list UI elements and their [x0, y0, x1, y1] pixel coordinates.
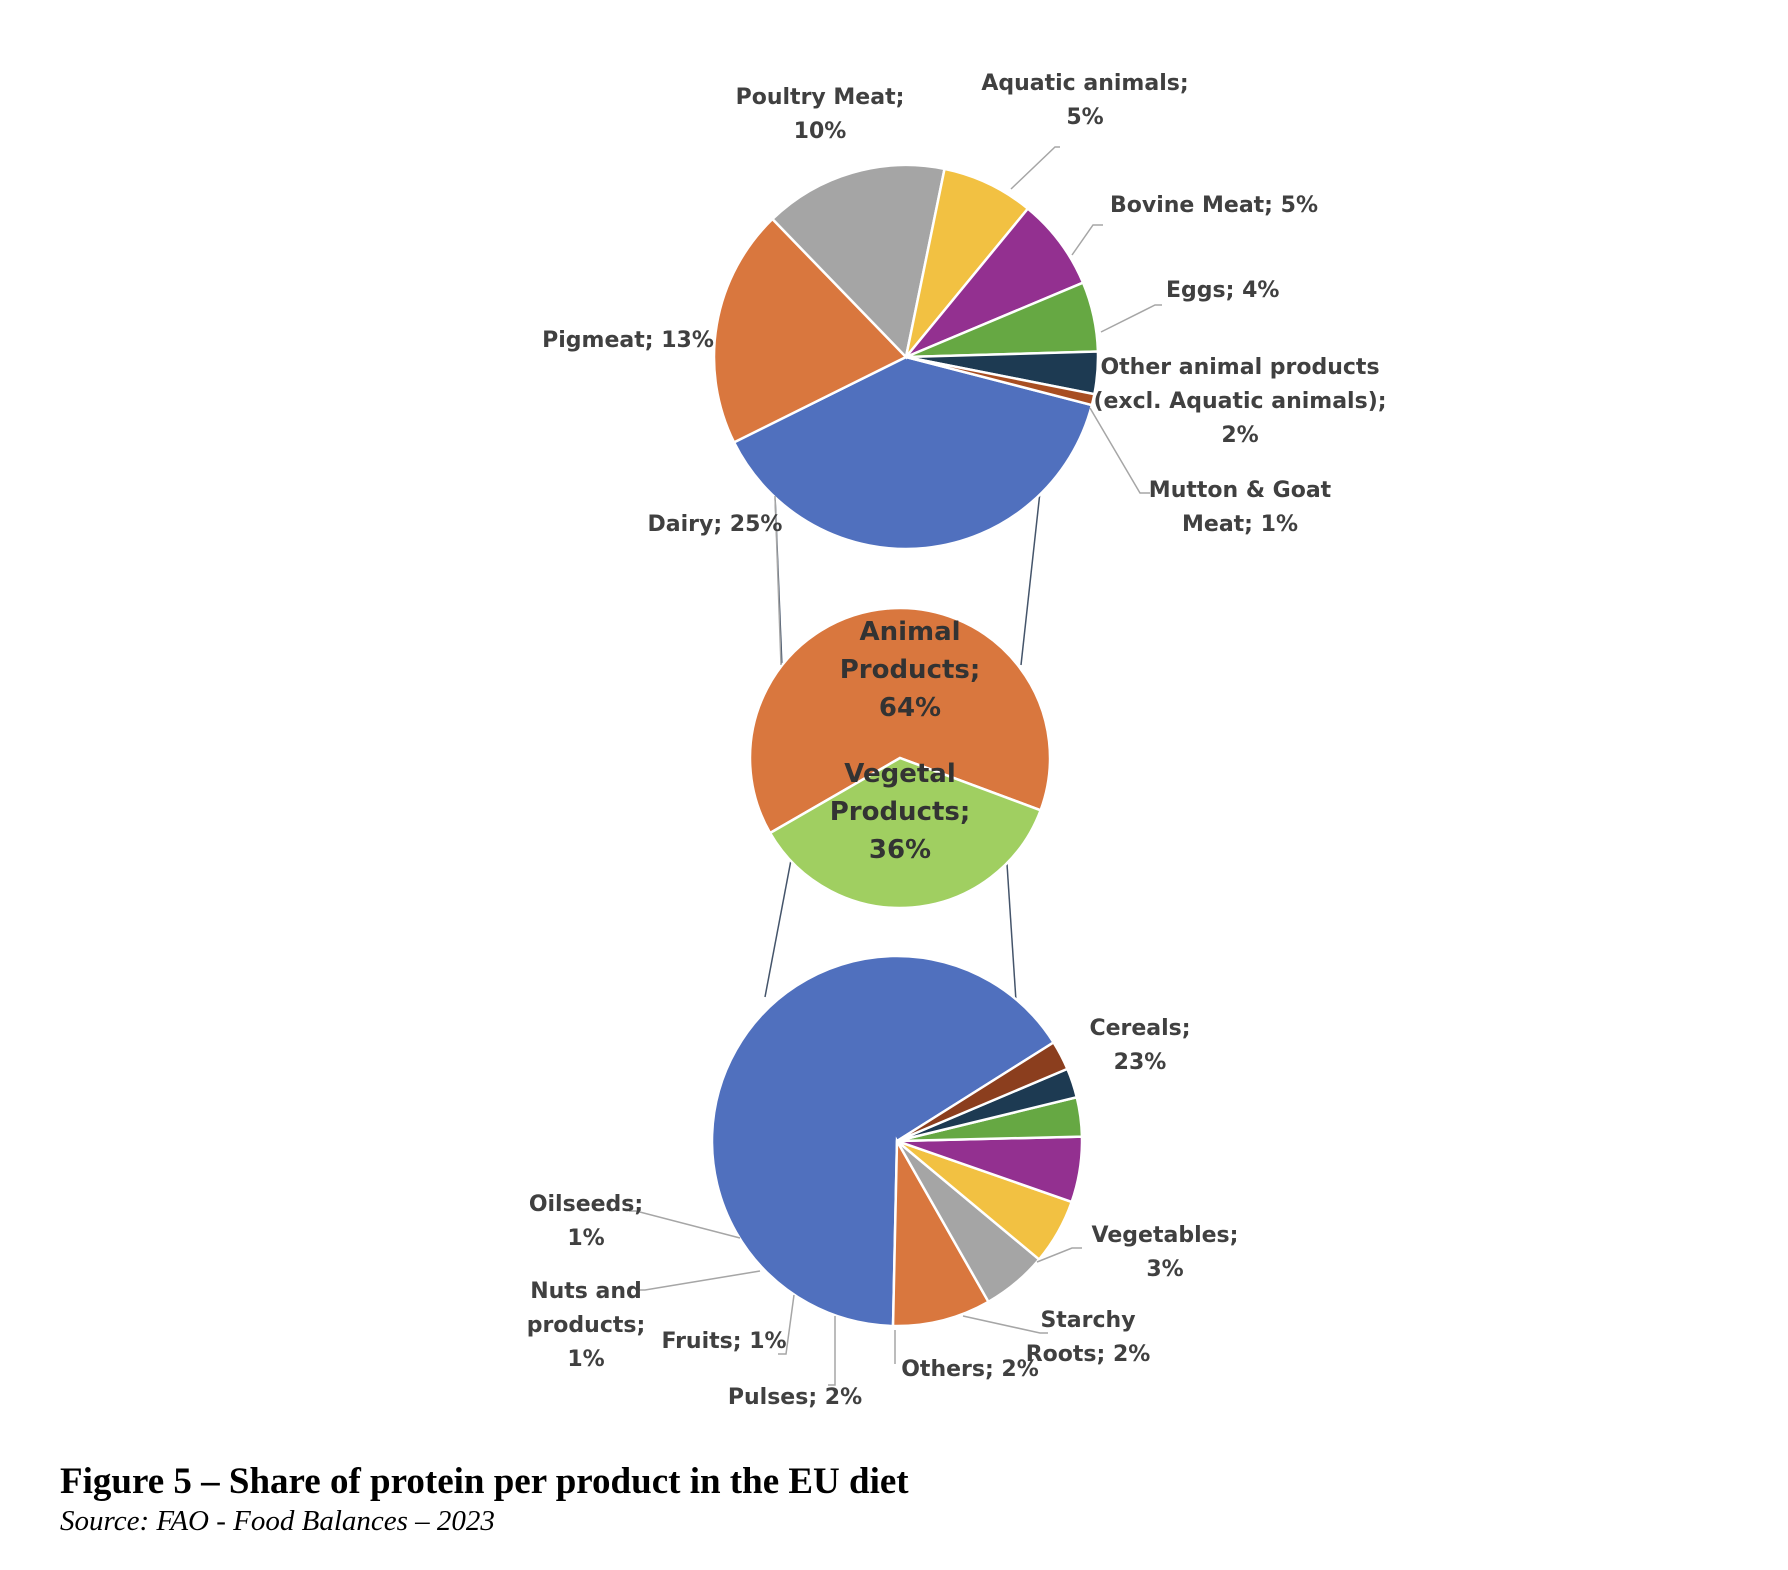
- label-fruits: Fruits; 1%: [661, 1329, 786, 1354]
- slice-vegetables: [891, 1136, 991, 1328]
- slice-pigmeat: [712, 217, 909, 445]
- slice-cereals: [710, 954, 1056, 1328]
- label-cereals: Cereals; 23%: [1089, 1016, 1190, 1075]
- slice-mutton-and-goat-meat: [905, 355, 1096, 407]
- label-mutton-and-goat-meat: Mutton & Goat Meat; 1%: [1149, 478, 1332, 537]
- leader-vegetables: [1036, 1247, 1082, 1263]
- slice-dairy: [732, 355, 1094, 551]
- leader-fruits: [778, 1294, 795, 1355]
- label-pigmeat: Pigmeat; 13%: [542, 328, 714, 353]
- slice-poultry-meat: [770, 163, 947, 360]
- label-oilseeds: Oilseeds; 1%: [529, 1192, 643, 1251]
- label-aquatic-animals: Aquatic animals; 5%: [981, 71, 1188, 130]
- label-eggs: Eggs; 4%: [1166, 278, 1279, 303]
- figure-source: Source: FAO - Food Balances – 2023: [60, 1505, 495, 1537]
- leader-dairy: [774, 495, 782, 666]
- leader-eggs: [1100, 304, 1162, 333]
- animal-breakdown-pie: [712, 163, 1100, 551]
- connector-line-2: [1020, 491, 1041, 666]
- label-animal-products: Animal Products; 64%: [840, 617, 981, 723]
- slice-vegetal-products: [768, 756, 1043, 910]
- leader-oilseeds: [629, 1210, 741, 1239]
- label-nuts-and-products: Nuts and products; 1%: [527, 1279, 646, 1372]
- label-poultry-meat: Poultry Meat; 10%: [736, 85, 905, 144]
- figure-caption: Figure 5 – Share of protein per product …: [60, 1460, 1760, 1538]
- label-other-animal-products-excl-aquatic-animals: Other animal products (excl. Aquatic anim…: [1093, 355, 1386, 448]
- vegetal-breakdown-pie: [710, 954, 1084, 1328]
- label-pulses: Pulses; 2%: [728, 1385, 862, 1410]
- leader-bovine-meat: [1071, 224, 1103, 256]
- slice-labels: Animal Products; 64% Vegetal Products; 36% Dai…: [527, 71, 1387, 1410]
- label-vegetables: Vegetables; 3%: [1092, 1223, 1239, 1282]
- connector-line-4: [1006, 863, 1017, 1002]
- slice-aquatic-animals: [904, 167, 1030, 358]
- label-dairy: Dairy; 25%: [648, 512, 783, 537]
- leader-aquatic-animals: [1010, 146, 1060, 190]
- leader-pulses: [828, 1316, 836, 1386]
- figure-title: Figure 5 – Share of protein per product …: [60, 1461, 909, 1502]
- slice-animal-products: [748, 606, 1052, 835]
- label-bovine-meat: Bovine Meat; 5%: [1110, 193, 1318, 218]
- label-vegetal-products: Vegetal Products; 36%: [830, 759, 971, 865]
- connector-line-3: [764, 859, 792, 998]
- slice-oilseeds: [896, 1040, 1070, 1143]
- label-leader-lines: [629, 146, 1162, 1386]
- slice-bovine-meat: [905, 206, 1085, 359]
- label-others: Others; 2%: [901, 1357, 1039, 1382]
- leader-mutton-and-goat-meat: [1089, 407, 1150, 494]
- center-pie: [748, 606, 1052, 910]
- leader-starchy-roots: [962, 1315, 1048, 1334]
- leader-nuts-and-products: [638, 1270, 761, 1291]
- label-starchy-roots: Starchy Roots; 2%: [1026, 1308, 1151, 1367]
